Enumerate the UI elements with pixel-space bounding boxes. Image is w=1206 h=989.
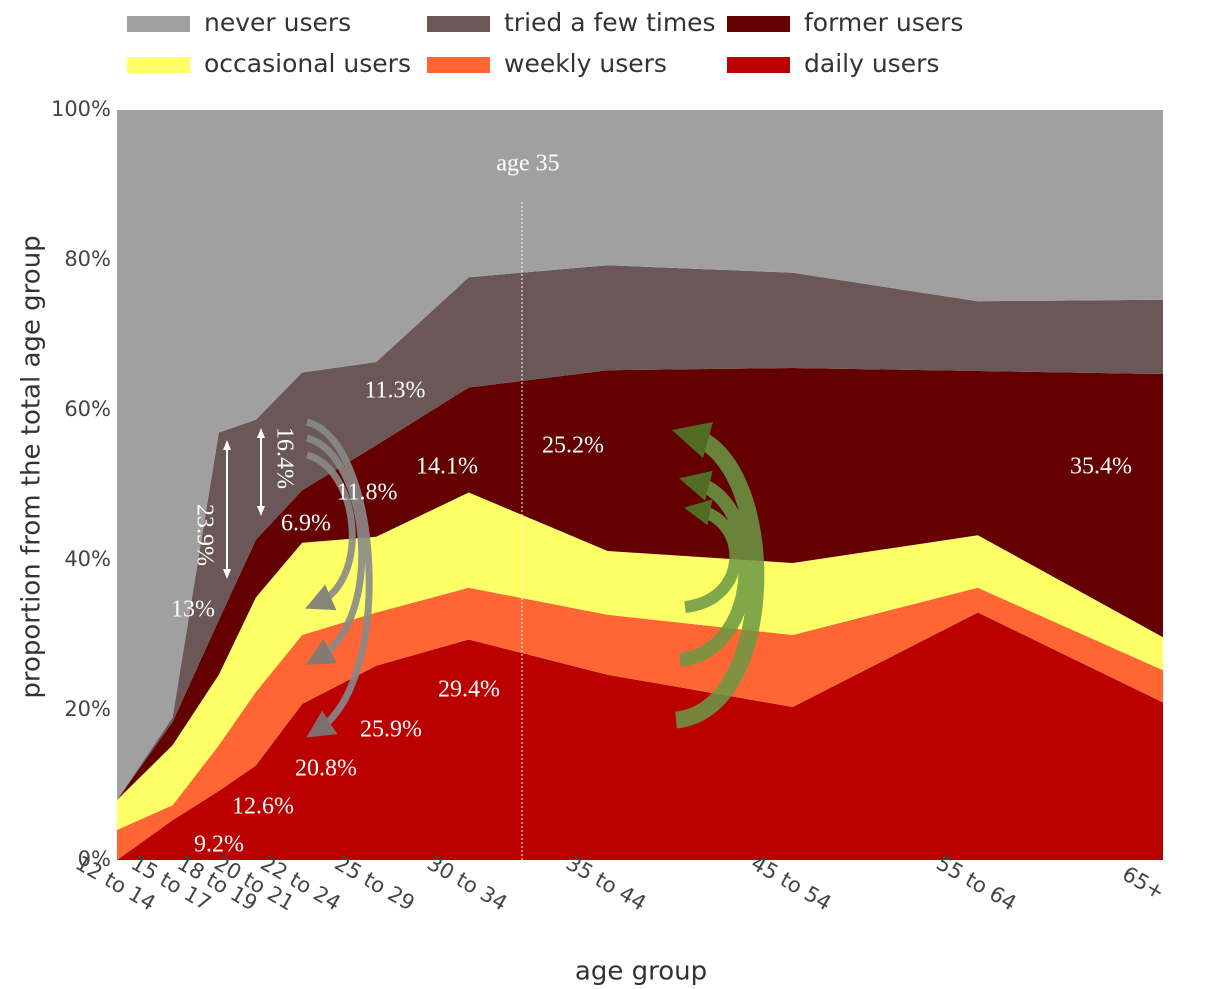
area xyxy=(117,587,1163,860)
green-arrow xyxy=(684,499,742,613)
y-tick-label: 20% xyxy=(64,697,111,721)
y-axis-title: proportion from the total age group xyxy=(17,235,47,698)
annotation: 12.6% xyxy=(232,794,294,820)
x-tick-label: 55 to 64 xyxy=(932,851,1020,916)
annotation: age 35 xyxy=(496,151,559,177)
overlay: age 35 11.3% 16.4% 23.9% 14.1% 11.8% 25.2% 35.4… xyxy=(171,151,1132,860)
green-arrow xyxy=(671,422,765,729)
area xyxy=(117,265,1163,800)
y-tick-label: 60% xyxy=(64,397,111,421)
annotation: 14.1% xyxy=(416,454,478,480)
annotation: 6.9% xyxy=(281,511,331,537)
legend-swatch xyxy=(427,16,490,32)
legend-label: daily users xyxy=(804,49,939,78)
gray-arrows xyxy=(305,418,373,738)
x-tick-label: 35 to 44 xyxy=(562,851,650,916)
legend-swatch xyxy=(427,57,490,73)
legend-label: never users xyxy=(204,8,351,37)
x-tick-label: 45 to 54 xyxy=(747,851,835,916)
annotation: 25.2% xyxy=(542,433,604,459)
area xyxy=(117,492,1163,830)
annotation: 35.4% xyxy=(1070,454,1132,480)
gray-arrow xyxy=(305,434,366,665)
x-axis-title: age group xyxy=(575,957,707,987)
annotation: 16.4% xyxy=(271,427,297,489)
area xyxy=(117,368,1163,800)
legend-label: weekly users xyxy=(504,49,667,78)
annotation: 20.8% xyxy=(295,756,357,782)
legend-swatch xyxy=(127,57,190,73)
green-arrows xyxy=(671,422,765,729)
annotation: 23.9% xyxy=(191,504,217,566)
green-arrow xyxy=(678,470,753,667)
y-tick-label: 80% xyxy=(64,247,111,271)
legend-swatch xyxy=(727,57,790,73)
area xyxy=(117,110,1163,800)
area xyxy=(117,612,1163,860)
x-tick-label: 30 to 34 xyxy=(423,851,511,916)
x-tick-label: 25 to 29 xyxy=(331,851,419,916)
gray-arrow xyxy=(305,418,373,738)
annotation: 29.4% xyxy=(438,677,500,703)
annotation: 9.2% xyxy=(194,832,244,858)
annotation: 25.9% xyxy=(360,717,422,743)
plot-areas xyxy=(117,110,1163,860)
legend-label: tried a few times xyxy=(504,8,716,37)
y-tick-label: 0% xyxy=(78,847,111,871)
legend-swatch xyxy=(727,16,790,32)
legend-label: occasional users xyxy=(204,49,411,78)
legend-swatch xyxy=(127,16,190,32)
gray-arrow xyxy=(305,451,356,611)
annotation: 11.8% xyxy=(336,480,397,506)
legend-label: former users xyxy=(804,8,963,37)
y-tick-label: 100% xyxy=(51,97,111,121)
x-tick-label: 65+ xyxy=(1118,862,1168,905)
y-tick-label: 40% xyxy=(64,547,111,571)
annotation: 13% xyxy=(171,597,215,623)
annotation: 11.3% xyxy=(364,378,425,404)
